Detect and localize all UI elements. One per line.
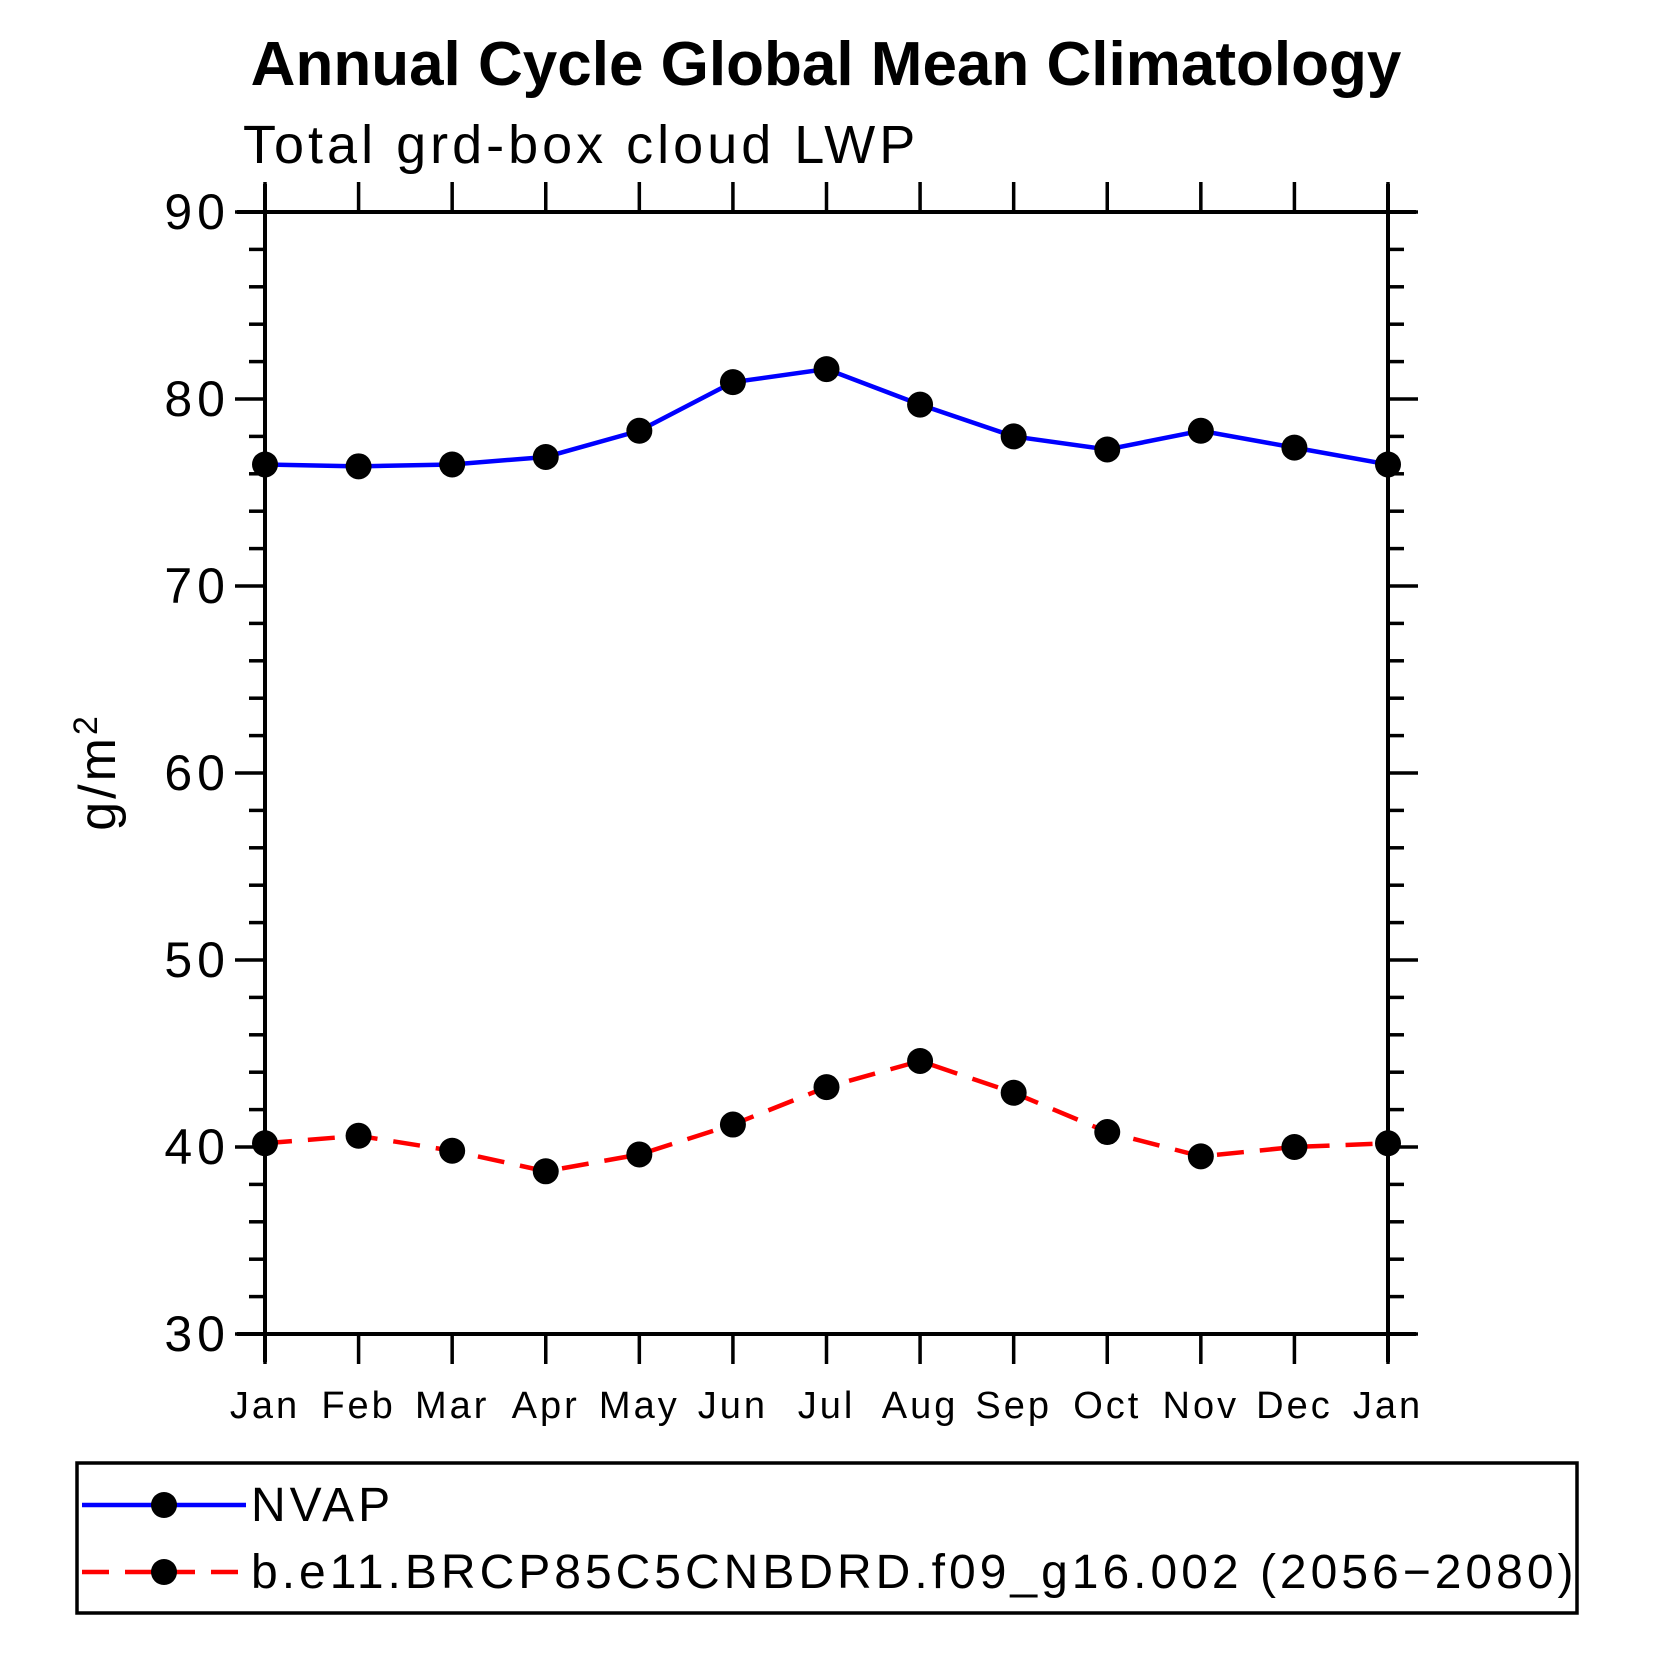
x-tick-label: Mar [415,1385,489,1427]
y-tick-label: 90 [164,184,230,240]
data-point-marker-model [532,1158,559,1185]
data-point-marker-nvap [252,451,278,478]
x-tick-label: Sep [975,1385,1052,1427]
x-tick-label: Apr [512,1385,580,1427]
y-tick-label: 60 [164,745,230,801]
data-point-marker-nvap [626,417,653,444]
x-tick-label: Jan [1353,1385,1423,1427]
legend-marker-nvap [151,1492,177,1518]
x-tick-label: Jun [698,1385,768,1427]
y-axis-title: g/m2 [67,713,127,831]
x-tick-label: Oct [1073,1385,1141,1427]
y-tick-label: 30 [164,1306,230,1362]
data-point-marker-model [1000,1079,1027,1106]
data-point-marker-model [907,1047,934,1074]
data-point-marker-model [626,1141,653,1168]
legend-entry-nvap: NVAP [82,1479,394,1532]
x-tick-label: Feb [321,1385,395,1427]
y-axis-title-exponent: 2 [67,713,105,735]
x-tick-label: Jan [230,1385,300,1427]
y-tick-label: 80 [164,371,230,427]
legend-marker-model [151,1559,177,1585]
y-tick-label: 70 [164,558,230,614]
data-point-marker-model [439,1137,466,1164]
x-tick-label: May [599,1385,680,1427]
legend-box [75,1461,1579,1615]
series-line-nvap [264,366,1389,469]
data-point-marker-nvap [1375,451,1401,478]
data-point-marker-nvap [532,443,559,470]
x-tick-label: Aug [882,1385,959,1427]
data-point-marker-nvap [439,451,466,478]
x-tick-label: Dec [1256,1385,1333,1427]
x-tick-label: Jul [798,1385,856,1427]
data-point-marker-nvap [907,391,934,418]
x-tick-label: Nov [1163,1385,1240,1427]
chart-subtitle: Total grd-box cloud LWP [243,115,919,175]
data-point-marker-model [345,1122,372,1149]
data-point-marker-nvap [345,453,372,480]
data-point-marker-model [1281,1134,1308,1160]
data-point-marker-nvap [1094,436,1121,463]
data-point-marker-model [1187,1143,1214,1170]
y-tick-label: 50 [164,932,230,988]
y-axis-title-base: g/m [69,735,127,831]
data-point-marker-model [719,1111,746,1138]
chart-title: Annual Cycle Global Mean Climatology [251,30,1402,99]
legend-label-nvap: NVAP [251,1479,394,1532]
legend-entry-model: b.e11.BRCP85C5CNBDRD.f09_g16.002 (2056−2… [82,1546,1578,1599]
legend: NVAP b.e11.BRCP85C5CNBDRD.f09_g16.002 (2… [75,1461,1579,1615]
axes: 30 40 50 60 70 80 90 Jan Feb Mar Apr May Jun Jul Aug Se… [164,182,1423,1427]
data-point-marker-nvap [813,356,840,383]
data-point-marker-nvap [1187,417,1214,444]
data-series [252,356,1401,1185]
y-tick-label: 40 [164,1119,230,1175]
data-point-marker-nvap [1000,423,1027,450]
data-point-marker-model [1094,1119,1121,1146]
data-point-marker-model [1375,1130,1401,1157]
legend-label-model: b.e11.BRCP85C5CNBDRD.f09_g16.002 (2056−2… [251,1546,1578,1599]
data-point-marker-model [252,1130,278,1157]
data-point-marker-model [813,1074,840,1101]
data-point-marker-nvap [719,369,746,396]
data-point-marker-nvap [1281,434,1308,461]
